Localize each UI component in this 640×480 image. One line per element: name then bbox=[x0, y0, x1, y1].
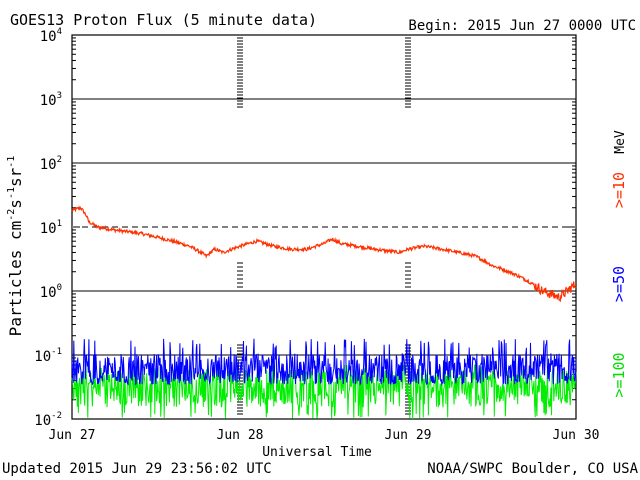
y-tick-label: 104 bbox=[40, 27, 62, 45]
legend-p100: >=100 bbox=[610, 352, 628, 397]
y-axis-ticks: 10-2 10-1 100 101 102 103 104 bbox=[34, 27, 576, 429]
chart-title: GOES13 Proton Flux (5 minute data) bbox=[10, 11, 317, 29]
y-label-exp-s: -1 bbox=[6, 187, 17, 199]
x-axis-ticks: Jun 27 Jun 28 Jun 29 Jun 30 bbox=[49, 37, 600, 443]
y-label-sr: sr bbox=[6, 167, 25, 187]
series-p50 bbox=[71, 338, 577, 386]
x-tick-label: Jun 28 bbox=[217, 428, 264, 443]
y-tick-label: 10-2 bbox=[34, 411, 62, 429]
x-tick-label: Jun 30 bbox=[553, 428, 600, 443]
y-tick-label: 100 bbox=[40, 283, 62, 301]
data-series bbox=[71, 205, 577, 420]
legend-p50: >=50 bbox=[610, 266, 628, 302]
x-axis-label: Universal Time bbox=[262, 445, 372, 460]
credit: NOAA/SWPC Boulder, CO USA bbox=[427, 461, 638, 477]
series-p10 bbox=[71, 205, 577, 303]
y-label-exp-sr: -1 bbox=[6, 156, 17, 168]
legend-p10: >=10 bbox=[610, 172, 628, 208]
y-label-main: Particles cm bbox=[6, 221, 25, 337]
y-tick-label: 102 bbox=[40, 155, 62, 173]
y-tick-label: 103 bbox=[40, 91, 62, 109]
legend-unit: MeV bbox=[613, 130, 628, 154]
legend: MeV >=10 >=50 >=100 bbox=[610, 130, 628, 397]
updated-time: Updated 2015 Jun 29 23:56:02 UTC bbox=[2, 461, 272, 477]
y-label-exp-cm: -2 bbox=[6, 209, 17, 221]
y-tick-label: 101 bbox=[40, 219, 62, 237]
y-tick-label: 10-1 bbox=[34, 347, 62, 365]
x-tick-label: Jun 27 bbox=[49, 428, 96, 443]
x-tick-label: Jun 29 bbox=[385, 428, 432, 443]
y-label-s: s bbox=[6, 199, 25, 209]
svg-text:Particles cm-2s-1sr-1: Particles cm-2s-1sr-1 bbox=[6, 156, 25, 337]
y-axis-label: Particles cm-2s-1sr-1 bbox=[6, 156, 25, 337]
begin-time: Begin: 2015 Jun 27 0000 UTC bbox=[408, 18, 636, 34]
